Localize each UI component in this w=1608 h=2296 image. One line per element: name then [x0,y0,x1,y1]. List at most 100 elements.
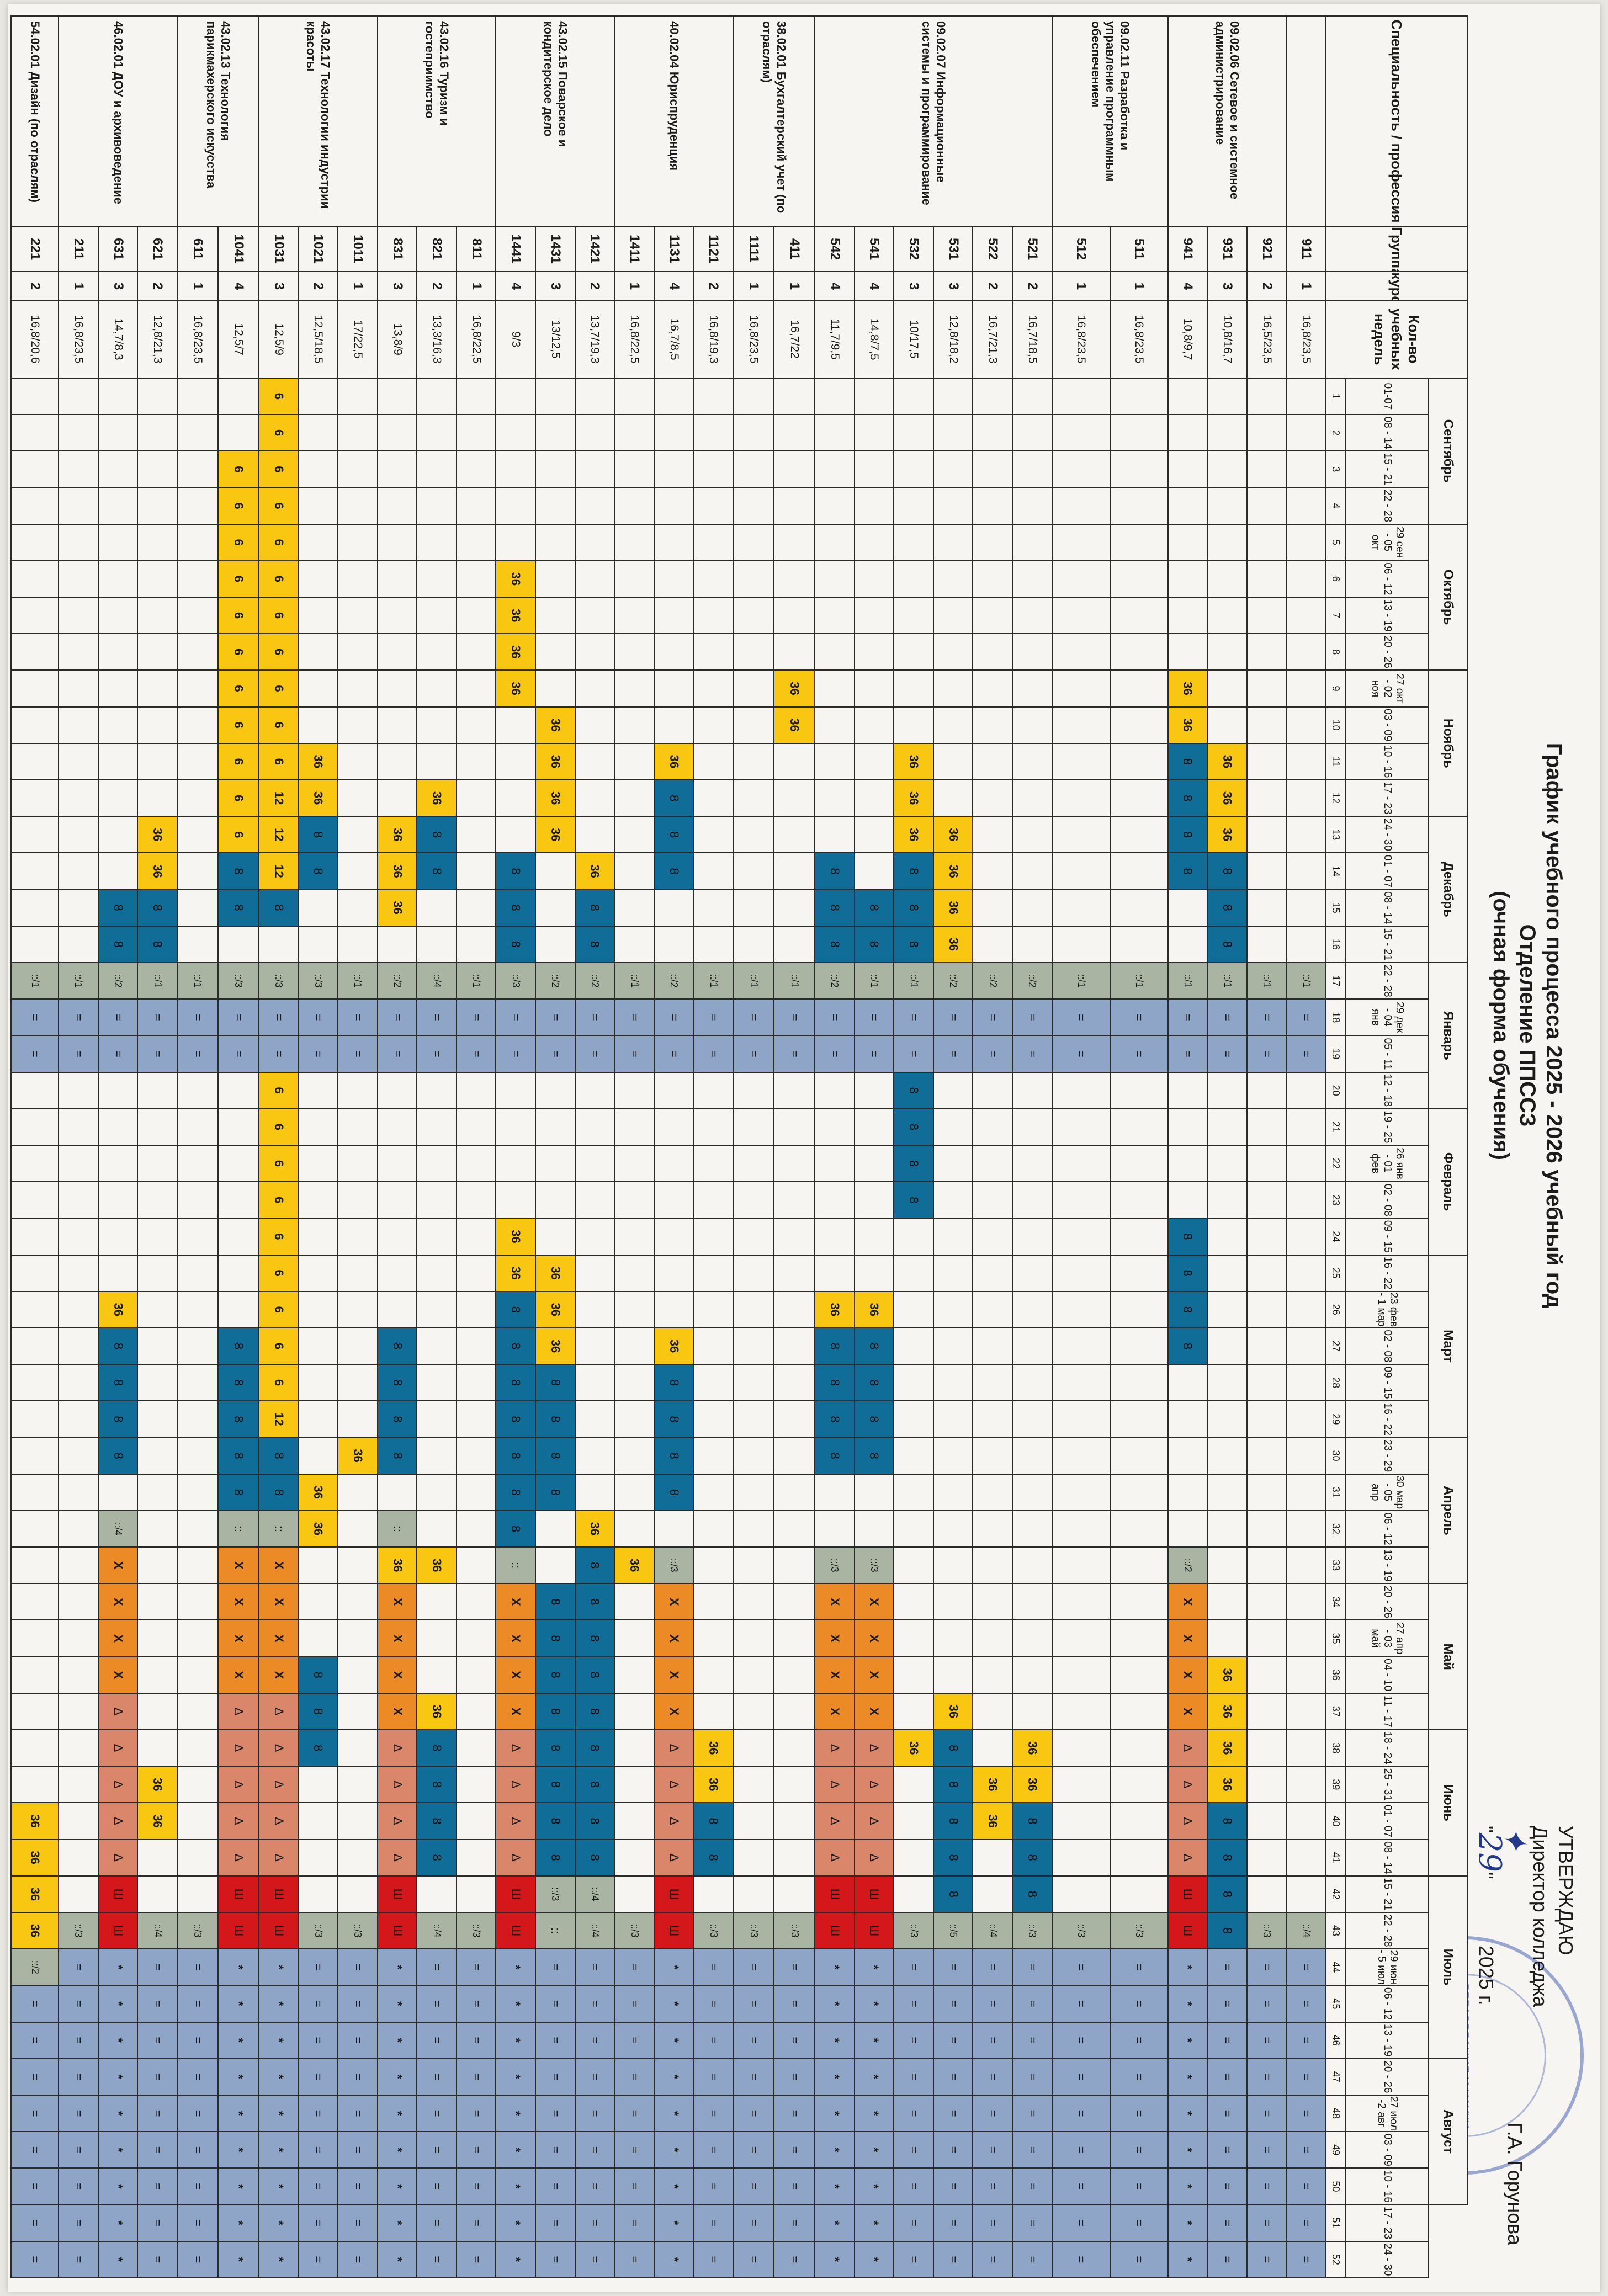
schedule-cell: = [614,2022,654,2059]
schedule-cell: = [894,2168,933,2205]
study-weeks: 12,5/18,5 [298,300,338,378]
schedule-cell: = [137,999,177,1036]
table-row: 512 1 16,8/23,5::/1 = =::/3 = = = = = = = = = [1052,16,1110,2278]
schedule-cell: 8 [1012,1875,1052,1912]
schedule-cell [614,597,654,634]
schedule-cell [137,1474,177,1511]
schedule-cell [59,1620,98,1657]
schedule-cell: 36 [298,1510,338,1548]
schedule-cell [1052,1364,1110,1401]
schedule-cell: = [933,2168,973,2205]
schedule-cell: 36 [417,1693,457,1730]
schedule-cell: 8 [693,1839,734,1876]
header-week-number: 9 [1326,670,1346,707]
schedule-cell: 8 [298,853,338,890]
schedule-cell: ::/3 [338,1912,378,1949]
schedule-cell [59,451,98,488]
schedule-cell [535,853,575,890]
schedule-cell: = [1207,999,1247,1036]
header-week-range: 04 - 10 [1346,1656,1429,1693]
specialty-name: 43.02.17 Технологии индустрии красоты [258,16,378,227]
schedule-cell: 8 [815,1364,855,1401]
schedule-cell: = [693,2168,734,2205]
schedule-cell [456,1766,496,1803]
schedule-cell [654,487,694,524]
schedule-cell [298,889,338,926]
schedule-cell [1246,743,1287,780]
schedule-cell: = [933,1949,973,1986]
schedule-cell [815,1072,855,1109]
schedule-cell: = [733,1949,774,1986]
schedule-cell [456,1583,496,1620]
header-week-number: 32 [1326,1510,1346,1548]
header-week-number: 4 [1326,487,1346,524]
schedule-cell [575,743,615,780]
schedule-cell [377,597,417,634]
schedule-cell [693,1693,734,1730]
schedule-cell: = [1207,1985,1247,2022]
schedule-cell: = [338,1035,378,1072]
schedule-cell [11,1401,59,1438]
schedule-cell: Ш [854,1875,894,1912]
schedule-cell: X [654,1656,694,1693]
schedule-cell [894,1218,933,1255]
schedule-cell: Δ [815,1730,855,1767]
schedule-cell: 6 [258,560,299,598]
schedule-cell [59,1474,98,1511]
schedule-cell: 8 [575,926,615,963]
schedule-cell [614,414,654,451]
schedule-cell [1052,451,1110,488]
schedule-cell: ::/4 [98,1510,138,1548]
schedule-cell [417,889,457,926]
schedule-cell [137,743,177,780]
course-number: 4 [496,272,536,301]
schedule-cell [1052,1108,1110,1145]
header-week-range: 17 - 23 [1346,2204,1429,2241]
schedule-cell [98,853,138,890]
schedule-cell [338,1072,378,1109]
header-week-number: 7 [1326,597,1346,634]
schedule-cell: = [733,2022,774,2059]
schedule-cell [575,1218,615,1255]
schedule-cell [854,1108,894,1145]
schedule-cell: 8 [933,1730,973,1767]
schedule-cell: 36 [377,816,417,853]
schedule-cell [1110,1327,1168,1365]
schedule-cell [1286,1620,1326,1657]
schedule-cell [654,1291,694,1328]
schedule-cell [1110,560,1168,598]
schedule-cell [693,1327,734,1365]
schedule-cell: 8 [496,853,536,890]
schedule-cell: = [1052,2241,1110,2278]
specialty-name: 54.02.01 Дизайн (по отраслям) [11,16,59,227]
header-week-number: 44 [1326,1949,1346,1986]
schedule-cell: = [973,2095,1012,2132]
schedule-cell [177,706,218,743]
schedule-cell: ::/3 [1012,1912,1052,1949]
group-number: 521 [1012,226,1052,272]
schedule-cell [137,670,177,707]
schedule-cell: 8 [496,1364,536,1401]
schedule-cell: = [1110,2132,1168,2169]
schedule-cell [693,1875,734,1912]
schedule-cell: 8 [98,1401,138,1438]
schedule-cell [1012,1656,1052,1693]
schedule-cell: 6 [258,1145,299,1182]
schedule-cell [894,1620,933,1657]
schedule-cell: = [733,999,774,1036]
schedule-cell [137,1839,177,1876]
schedule-cell [973,378,1012,415]
schedule-cell [298,1182,338,1219]
schedule-cell [933,378,973,415]
schedule-cell: ::/4 [973,1912,1012,1949]
schedule-cell [11,1583,59,1620]
schedule-cell [1286,816,1326,853]
study-weeks: 16,8/23,5 [1286,300,1326,378]
group-number: 522 [973,226,1012,272]
schedule-cell: = [298,2058,338,2095]
schedule-cell [614,378,654,415]
schedule-cell: 8 [815,889,855,926]
schedule-cell: = [1286,2132,1326,2169]
study-weeks: 13,7/19,3 [575,300,615,378]
course-number: 3 [1207,272,1247,301]
